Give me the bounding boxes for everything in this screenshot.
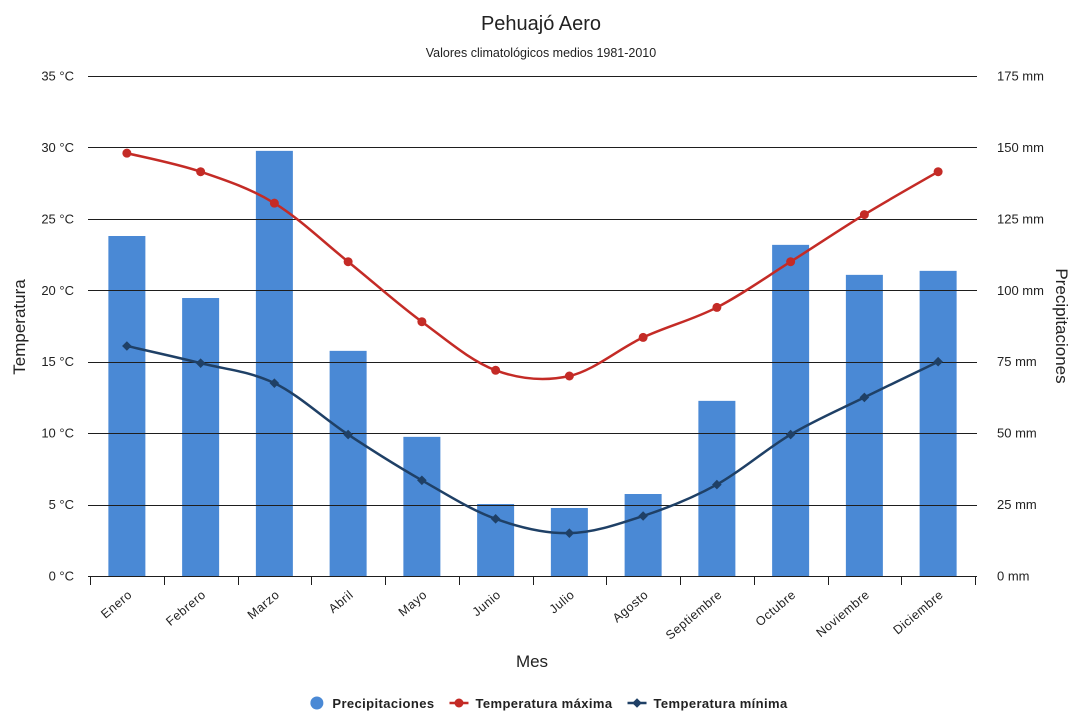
y2-tick-label: 75 mm xyxy=(997,354,1037,369)
chart-subtitle: Valores climatológicos medios 1981-2010 xyxy=(426,46,656,60)
y-axis-left: 0 °C 5 °C 10 °C 15 °C 20 °C 25 °C 30 °C 35 °C xyxy=(41,69,74,584)
bar-abril xyxy=(329,350,367,576)
legend-item-temperatura-minima: Temperatura mínima xyxy=(627,696,788,711)
x-tick-label-noviembre: Noviembre xyxy=(814,588,873,640)
y2-tick-label: 175 mm xyxy=(997,69,1044,84)
x-tick-label-diciembre: Diciembre xyxy=(891,588,947,638)
x-tick-label-marzo: Marzo xyxy=(245,588,283,623)
legend-item-temperatura-maxima: Temperatura máxima xyxy=(449,696,612,711)
point-temperatura-minima-septiembre xyxy=(712,479,722,490)
point-temperatura-maxima-agosto xyxy=(638,332,648,342)
x-tick-label-octubre: Octubre xyxy=(753,588,799,630)
y2-tick-label: 25 mm xyxy=(997,497,1037,512)
point-temperatura-maxima-noviembre xyxy=(859,210,869,220)
x-tick-label-junio: Junio xyxy=(470,588,504,620)
point-temperatura-maxima-febrero xyxy=(196,167,206,177)
point-temperatura-minima-diciembre xyxy=(933,356,943,367)
y-tick-label: 25 °C xyxy=(41,211,74,226)
point-temperatura-maxima-septiembre xyxy=(712,302,722,312)
bar-marzo xyxy=(255,150,293,576)
point-temperatura-minima-enero xyxy=(122,341,132,351)
legend-label-precipitaciones: Precipitaciones xyxy=(332,696,434,711)
x-tick-label-abril: Abril xyxy=(326,588,356,616)
point-temperatura-maxima-julio xyxy=(564,371,574,381)
x-tick-label-julio: Julio xyxy=(547,588,578,617)
point-temperatura-minima-agosto xyxy=(638,511,648,521)
line-temperatura-maxima xyxy=(125,151,940,381)
y2-tick-label: 0 mm xyxy=(997,569,1030,584)
point-temperatura-minima-junio xyxy=(490,514,501,524)
point-temperatura-minima-marzo xyxy=(269,378,280,388)
y-tick-label: 30 °C xyxy=(41,140,74,155)
legend-marker-temperatura-minima xyxy=(632,698,642,708)
legend-swatch-precipitaciones xyxy=(310,696,324,710)
point-temperatura-minima-octubre xyxy=(785,429,796,440)
x-tick-label-febrero: Febrero xyxy=(163,588,208,629)
legend-label-temperatura-minima: Temperatura mínima xyxy=(654,696,788,711)
y-tick-label: 0 °C xyxy=(49,569,74,584)
bar-enero xyxy=(108,236,146,576)
x-axis-title: Mes xyxy=(516,652,548,671)
point-temperatura-maxima-octubre xyxy=(786,257,796,267)
point-temperatura-maxima-diciembre xyxy=(933,167,943,177)
y-tick-label: 20 °C xyxy=(41,283,74,298)
y2-tick-label: 150 mm xyxy=(997,140,1044,155)
x-tick-label-mayo: Mayo xyxy=(396,588,430,620)
point-temperatura-minima-noviembre xyxy=(859,392,870,403)
legend-item-precipitaciones: Precipitaciones xyxy=(310,696,434,711)
bar-mayo xyxy=(403,436,441,576)
point-temperatura-maxima-enero xyxy=(122,148,132,158)
x-tick-label-enero: Enero xyxy=(98,588,134,622)
point-temperatura-maxima-marzo xyxy=(269,198,279,208)
bar-agosto xyxy=(624,494,662,576)
y-tick-label: 35 °C xyxy=(41,69,74,84)
y2-tick-label: 100 mm xyxy=(997,283,1044,298)
point-temperatura-maxima-abril xyxy=(343,257,353,267)
bar-octubre xyxy=(772,244,810,576)
precipitation-bars xyxy=(108,150,957,576)
point-temperatura-minima-mayo xyxy=(417,475,427,486)
gridlines xyxy=(88,76,977,506)
point-temperatura-maxima-junio xyxy=(491,365,501,375)
legend-marker-temperatura-maxima xyxy=(454,698,464,708)
point-temperatura-maxima-mayo xyxy=(417,317,427,327)
x-axis: Enero Febrero Marzo Abril Mayo Junio Julio Agos… xyxy=(88,575,977,643)
legend: Precipitaciones Temperatura máxima Tempera… xyxy=(310,696,788,711)
legend-label-temperatura-maxima: Temperatura máxima xyxy=(475,696,612,711)
y2-axis-title: Precipitaciones xyxy=(1052,268,1071,383)
bar-noviembre xyxy=(845,274,883,576)
point-temperatura-minima-abril xyxy=(343,429,353,440)
point-temperatura-minima-febrero xyxy=(195,358,206,368)
bar-julio xyxy=(550,508,588,576)
x-tick-label-agosto: Agosto xyxy=(610,588,651,626)
y-axis-right: 0 mm 25 mm 50 mm 75 mm 100 mm 125 mm 150 mm 175… xyxy=(997,69,1044,584)
chart-title: Pehuajó Aero xyxy=(481,13,601,35)
y2-tick-label: 50 mm xyxy=(997,426,1037,441)
bar-febrero xyxy=(182,298,220,576)
y-axis-title: Temperatura xyxy=(10,279,29,375)
bar-diciembre xyxy=(919,270,957,576)
y-tick-label: 15 °C xyxy=(41,354,74,369)
y-tick-label: 10 °C xyxy=(41,426,74,441)
y2-tick-label: 125 mm xyxy=(997,211,1044,226)
temperature-lines xyxy=(122,148,943,538)
y-tick-label: 5 °C xyxy=(49,497,74,512)
point-temperatura-minima-julio xyxy=(564,528,575,538)
x-tick-label-septiembre: Septiembre xyxy=(663,588,725,643)
